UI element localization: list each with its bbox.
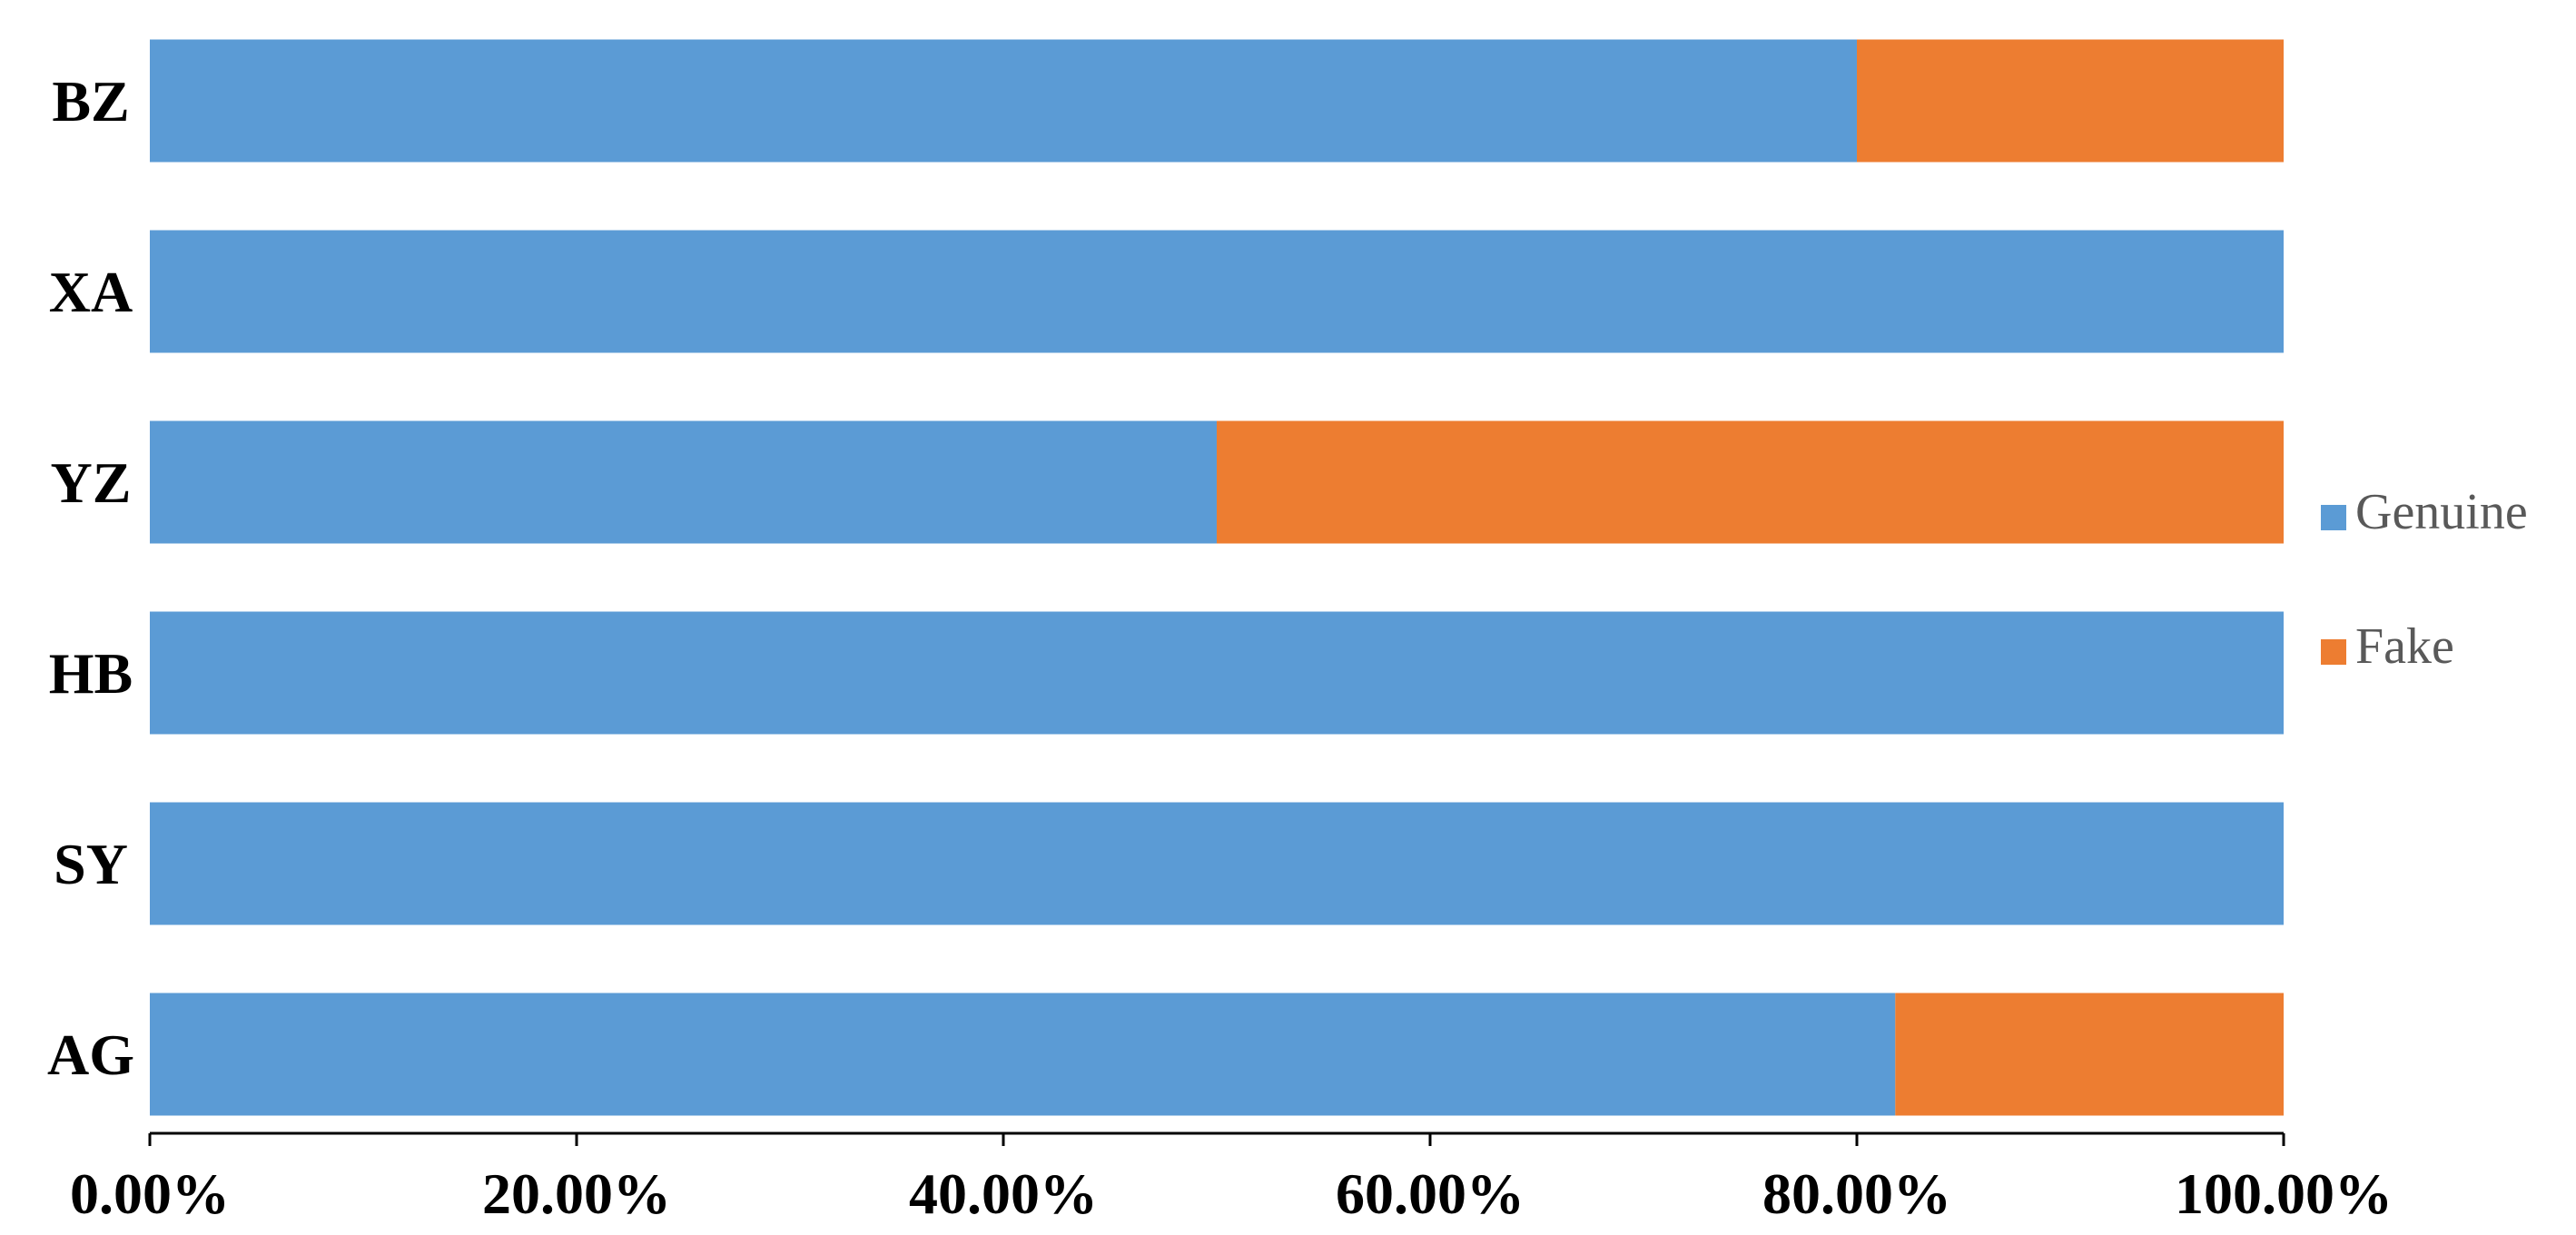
bar-hb-genuine (150, 611, 2284, 735)
category-label-sy: SY (54, 832, 128, 896)
x-tick-label: 100.00% (2175, 1161, 2393, 1226)
bar-bz-genuine (150, 39, 1857, 163)
category-label-bz: BZ (52, 69, 129, 133)
bar-sy-genuine (150, 802, 2284, 925)
x-tick-label: 0.00% (70, 1161, 230, 1226)
bar-ag-fake (1895, 993, 2284, 1116)
category-label-xa: XA (49, 260, 133, 324)
x-axis: 0.00% 20.00% 40.00% 60.00% 80.00% 100.00% (70, 1131, 2393, 1226)
bar-ag-genuine (150, 993, 1896, 1116)
category-label-ag: AG (47, 1023, 134, 1087)
category-label-hb: HB (49, 641, 133, 706)
category-labels: AG SY HB YZ XA BZ (47, 69, 134, 1087)
legend-swatch-fake (2321, 639, 2346, 665)
x-tick-label: 40.00% (909, 1161, 1098, 1226)
bars-group (150, 39, 2284, 1116)
x-tick-label: 20.00% (482, 1161, 671, 1226)
legend: Genuine Fake (2321, 484, 2528, 675)
bar-bz-fake (1857, 39, 2284, 163)
bar-xa-genuine (150, 230, 2284, 353)
bar-yz-fake (1217, 420, 2284, 544)
category-label-yz: YZ (51, 450, 132, 515)
x-tick-label: 80.00% (1762, 1161, 1951, 1226)
legend-swatch-genuine (2321, 505, 2346, 530)
bar-yz-genuine (150, 420, 1217, 544)
legend-label-genuine: Genuine (2355, 484, 2528, 540)
x-tick-label: 60.00% (1336, 1161, 1525, 1226)
legend-label-fake: Fake (2355, 618, 2454, 675)
